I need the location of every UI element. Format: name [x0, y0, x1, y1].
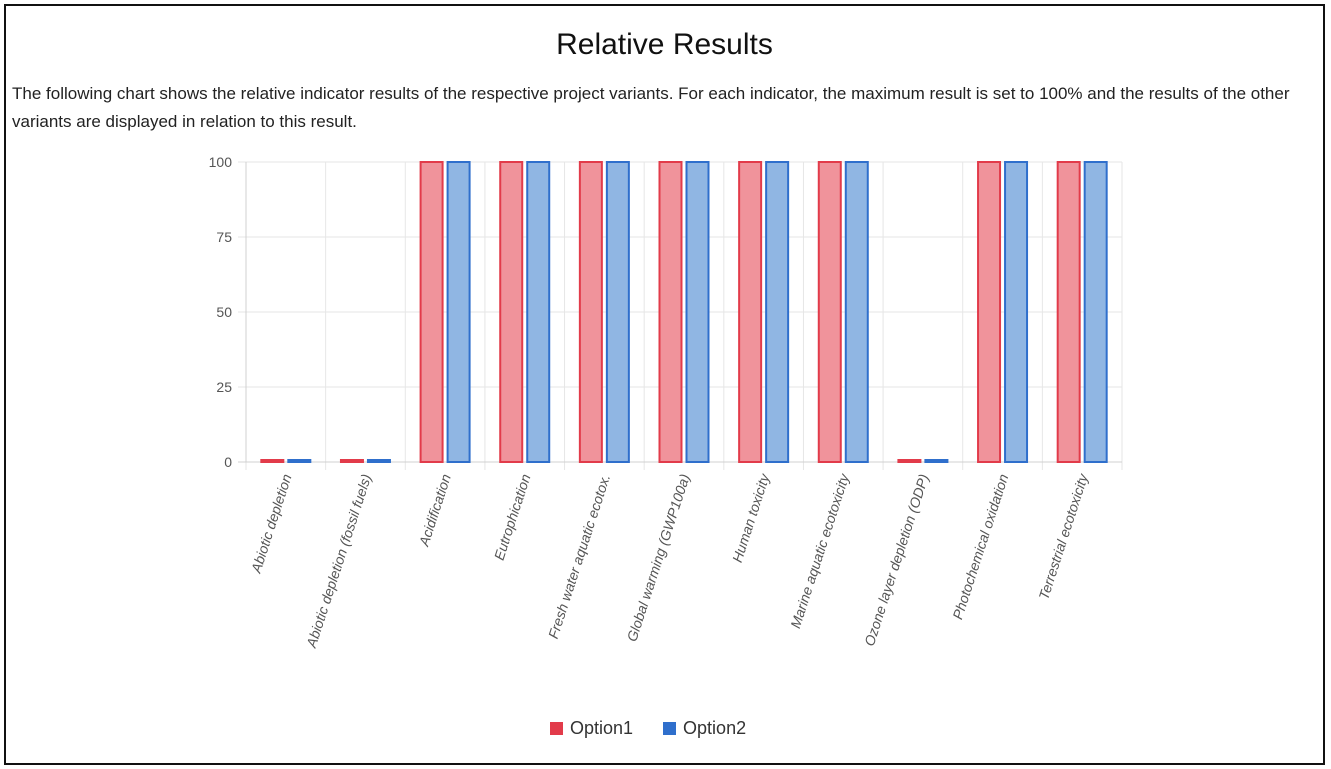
bar-option2	[1083, 161, 1108, 463]
bar-option1	[1056, 161, 1081, 463]
x-tick-label: Eutrophication	[491, 472, 534, 562]
bar-option2	[526, 161, 551, 463]
bar-option2	[446, 161, 471, 463]
chart-description: The following chart shows the relative i…	[12, 84, 1290, 131]
bar-option1	[977, 161, 1002, 463]
bar-option1	[339, 459, 364, 463]
y-tick-label: 0	[224, 454, 232, 470]
bar-option2	[1004, 161, 1029, 463]
x-tick-label: Acidification	[415, 472, 454, 549]
legend-label-option1: Option1	[570, 718, 634, 738]
bar-option2	[605, 161, 630, 463]
bar-option2	[844, 161, 869, 463]
bar-option2	[685, 161, 710, 463]
x-tick-label: Global warming (GWP100a)	[624, 472, 693, 643]
legend-swatch-option1	[550, 722, 563, 735]
bar-option1	[658, 161, 683, 463]
y-tick-label: 25	[216, 379, 232, 395]
bar-option2	[366, 459, 391, 463]
x-tick-label: Photochemical oxidation	[949, 472, 1011, 621]
bar-option1	[419, 161, 444, 463]
x-tick-label: Abiotic depletion	[247, 472, 294, 576]
x-tick-label: Fresh water aquatic ecotox.	[545, 472, 613, 641]
y-tick-label: 50	[216, 304, 232, 320]
bar-option2	[287, 459, 312, 463]
x-tick-label: Abiotic depletion (fossil fuels)	[303, 472, 375, 650]
legend-label-option2: Option2	[683, 718, 747, 738]
bar-option2	[924, 459, 949, 463]
legend-item-option2[interactable]: Option2	[663, 718, 746, 739]
bar-option1	[578, 161, 603, 463]
legend-item-option1[interactable]: Option1	[550, 718, 633, 739]
y-tick-label: 75	[216, 229, 232, 245]
x-tick-label: Marine aquatic ecotoxicity	[787, 471, 852, 630]
bar-option2	[765, 161, 790, 463]
bar-option1	[817, 161, 842, 463]
bar-option1	[738, 161, 763, 463]
bar-option1	[260, 459, 285, 463]
legend: Option1 Option2	[550, 718, 746, 739]
legend-swatch-option2	[663, 722, 677, 735]
page-title: Relative Results	[556, 28, 773, 61]
x-tick-label: Human toxicity	[729, 471, 773, 564]
bar-option1	[499, 161, 524, 463]
y-tick-label: 100	[209, 154, 233, 170]
x-tick-label: Ozone layer depletion (ODP)	[861, 472, 932, 648]
bar-option1	[897, 459, 922, 463]
x-tick-label: Terrestrial ecotoxicity	[1035, 471, 1091, 601]
